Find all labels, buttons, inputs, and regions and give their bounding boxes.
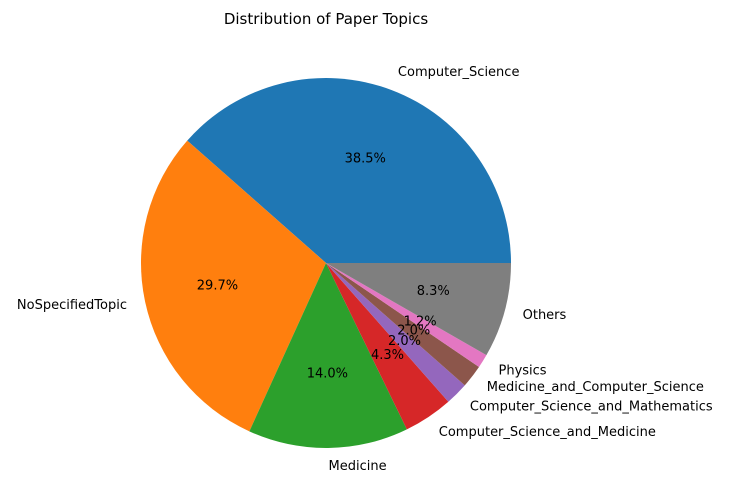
- pie-slice-others: [326, 263, 511, 356]
- slice-percent-computer-science: 38.5%: [345, 152, 386, 167]
- slice-percent-physics: 1.2%: [404, 314, 437, 329]
- slice-label-computer-science-and-mathematics: Computer_Science_and_Mathematics: [470, 399, 713, 414]
- slice-label-computer-science-and-medicine: Computer_Science_and_Medicine: [439, 425, 656, 440]
- pie-slice-computer-science-and-mathematics: [326, 263, 465, 402]
- pie-slice-nospecifiedtopic: [140, 140, 326, 432]
- slice-percent-computer-science-and-mathematics: 2.0%: [388, 334, 421, 349]
- slice-percent-computer-science-and-medicine: 4.3%: [371, 348, 404, 363]
- pie-slice-computer-science: [187, 78, 512, 264]
- pie-slice-physics: [326, 263, 487, 367]
- pie-slice-medicine-and-computer-science: [326, 263, 480, 386]
- slice-label-physics: Physics: [499, 363, 547, 378]
- pie-labels: Computer_Science 38.5% NoSpecifiedTopic 29.…: [17, 65, 713, 474]
- slice-label-others: Others: [523, 308, 567, 323]
- pie-slice-medicine: [249, 263, 407, 449]
- slice-label-medicine-and-computer-science: Medicine_and_Computer_Science: [487, 380, 704, 395]
- slice-percent-medicine-and-computer-science: 2.0%: [397, 324, 430, 339]
- pie-slice-computer-science-and-medicine: [326, 263, 449, 430]
- slice-percent-others: 8.3%: [417, 284, 450, 299]
- slice-label-medicine: Medicine: [329, 459, 387, 474]
- chart-title: Distribution of Paper Topics: [224, 10, 428, 28]
- slice-percent-medicine: 14.0%: [307, 366, 348, 381]
- pie-slices: [140, 78, 512, 449]
- slice-label-computer-science: Computer_Science: [398, 65, 520, 80]
- slice-label-nospecifiedtopic: NoSpecifiedTopic: [17, 298, 127, 313]
- slice-percent-nospecifiedtopic: 29.7%: [197, 279, 238, 294]
